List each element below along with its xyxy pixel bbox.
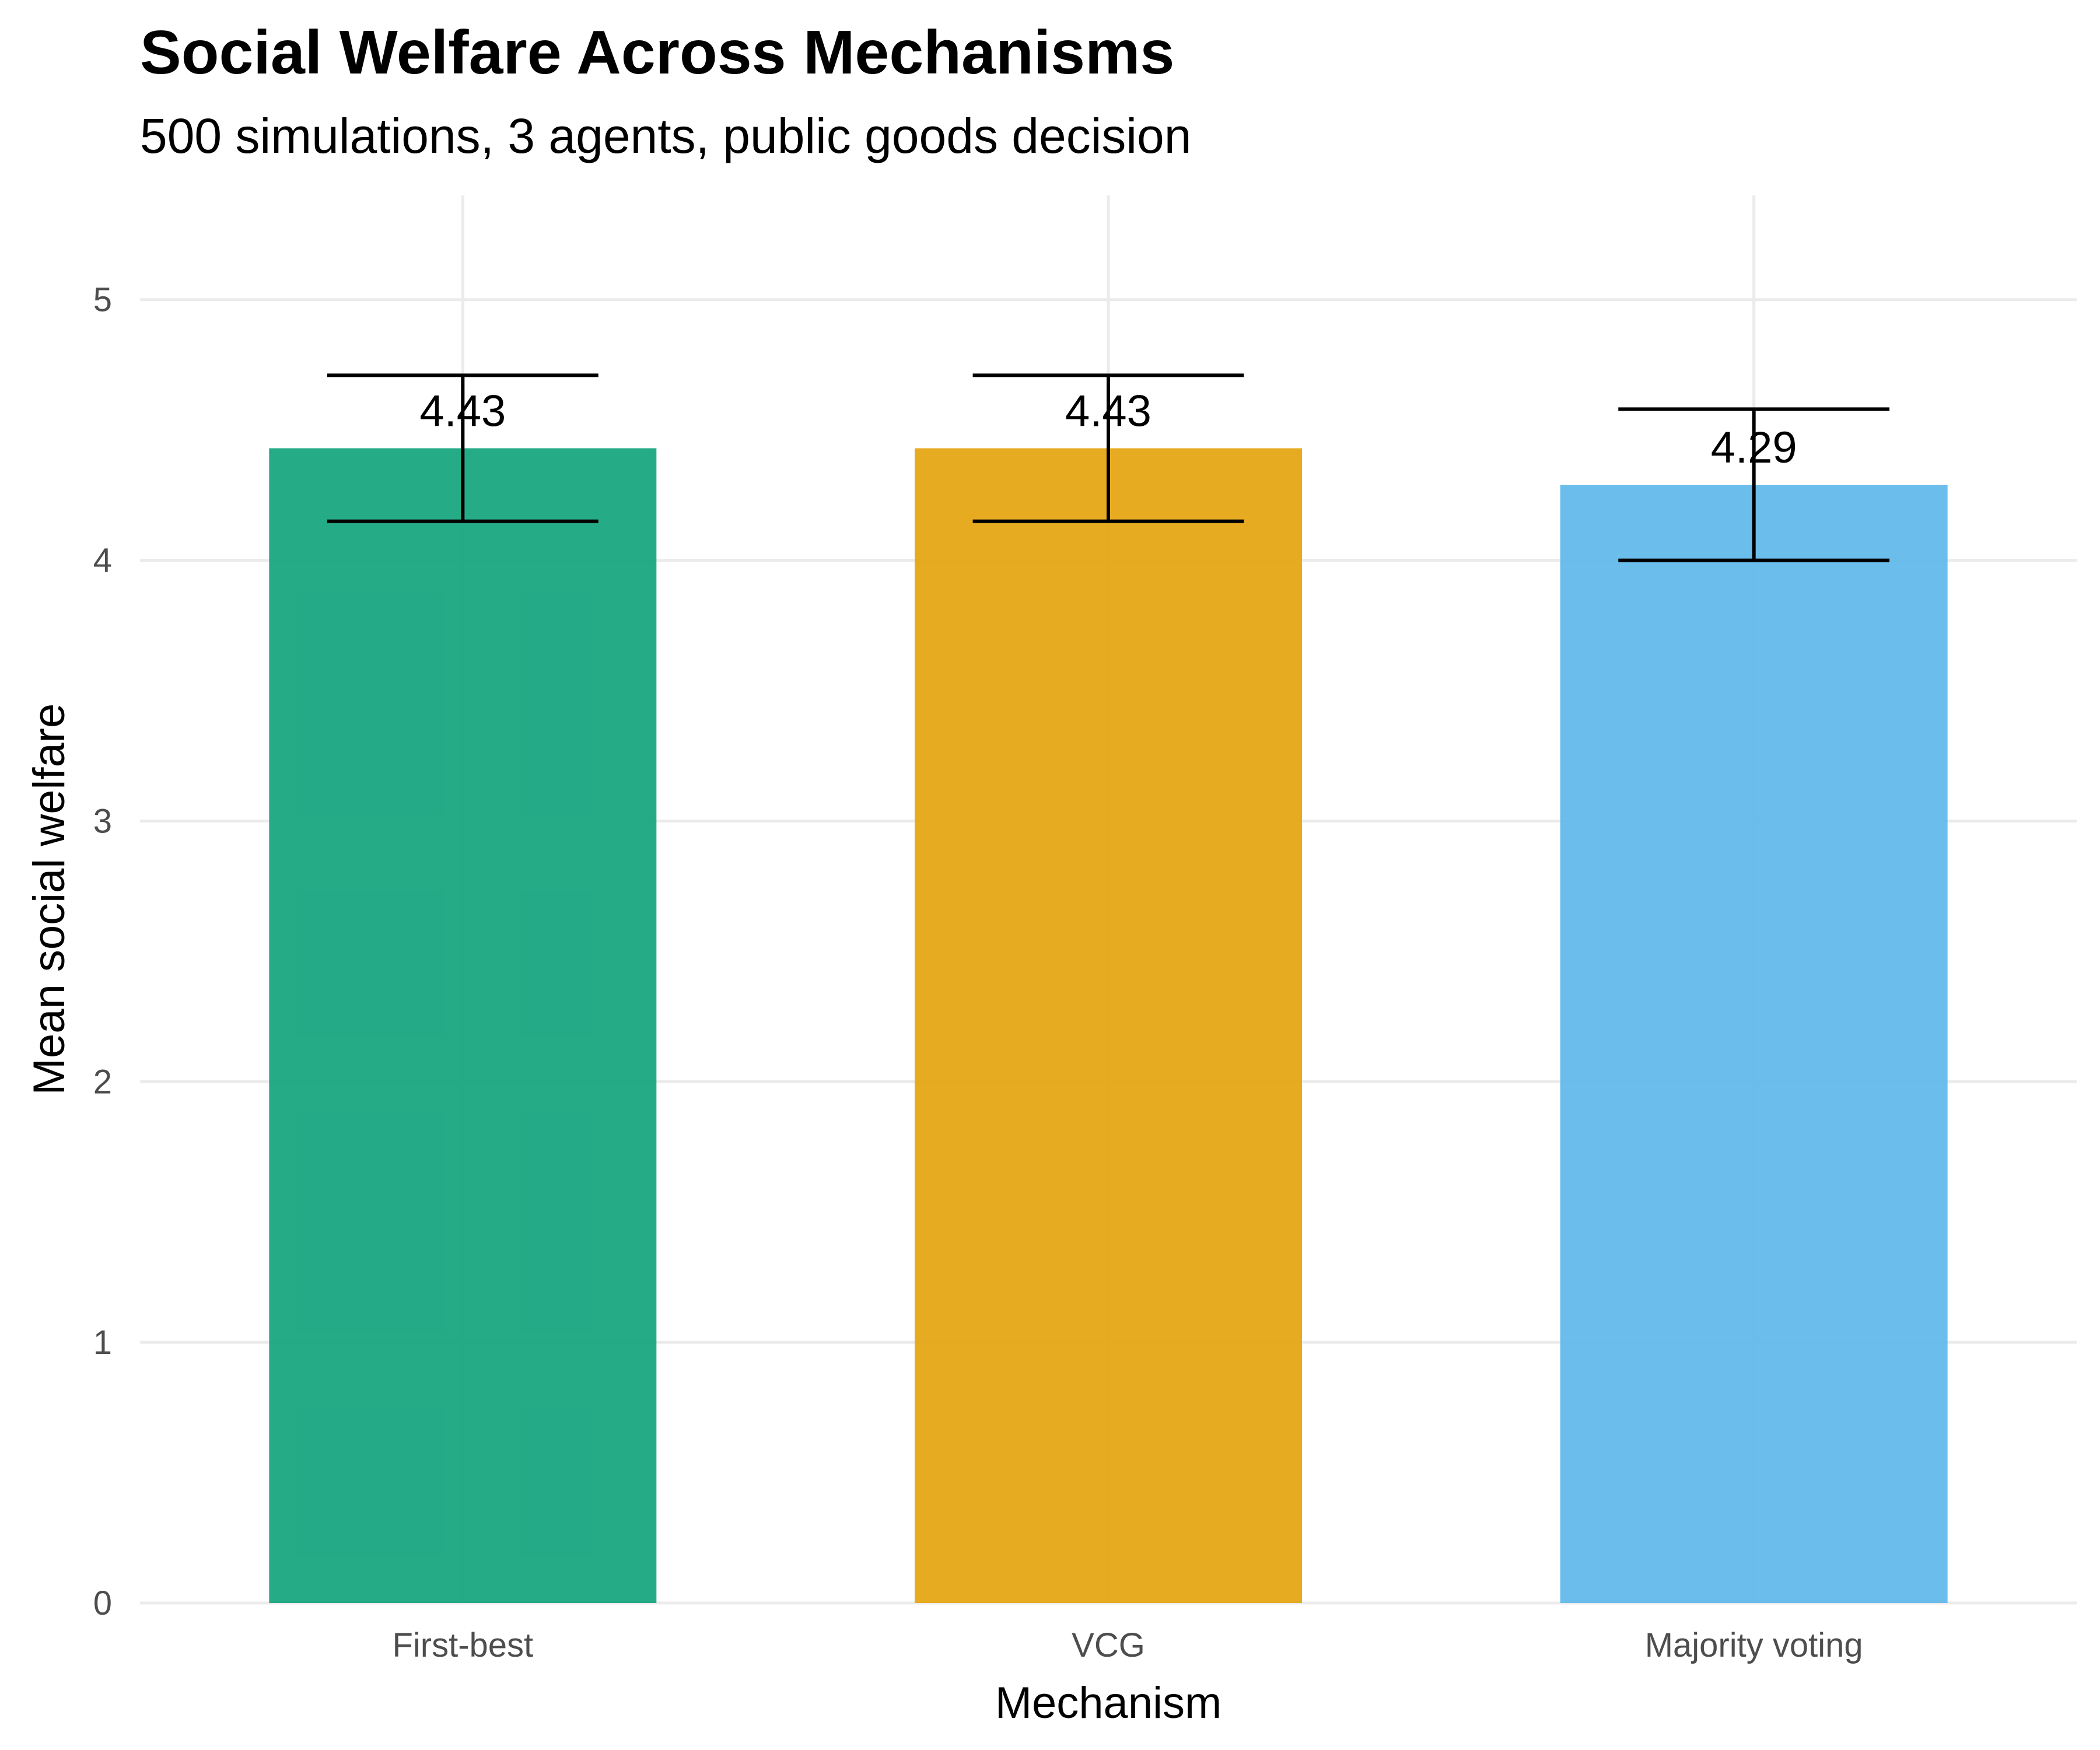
y-tick-label: 3	[93, 802, 112, 840]
data-label: 4.43	[419, 386, 506, 436]
y-axis-title: Mean social welfare	[24, 704, 74, 1096]
x-tick-label: Majority voting	[1645, 1626, 1863, 1664]
data-label: 4.43	[1065, 386, 1152, 436]
chart-subtitle: 500 simulations, 3 agents, public goods …	[140, 108, 1192, 163]
bar	[269, 448, 657, 1603]
y-tick-label: 1	[93, 1324, 112, 1362]
y-tick-label: 4	[93, 542, 112, 580]
y-tick-label: 0	[93, 1584, 112, 1622]
y-tick-label: 2	[93, 1063, 112, 1101]
x-tick-label: VCG	[1072, 1626, 1145, 1664]
bar	[915, 448, 1302, 1603]
x-axis-title: Mechanism	[995, 1678, 1222, 1728]
chart-title: Social Welfare Across Mechanisms	[140, 18, 1175, 87]
y-tick-label: 5	[93, 281, 112, 319]
x-tick-label: First-best	[392, 1626, 533, 1664]
data-label: 4.29	[1711, 423, 1797, 473]
bar	[1560, 485, 1948, 1603]
